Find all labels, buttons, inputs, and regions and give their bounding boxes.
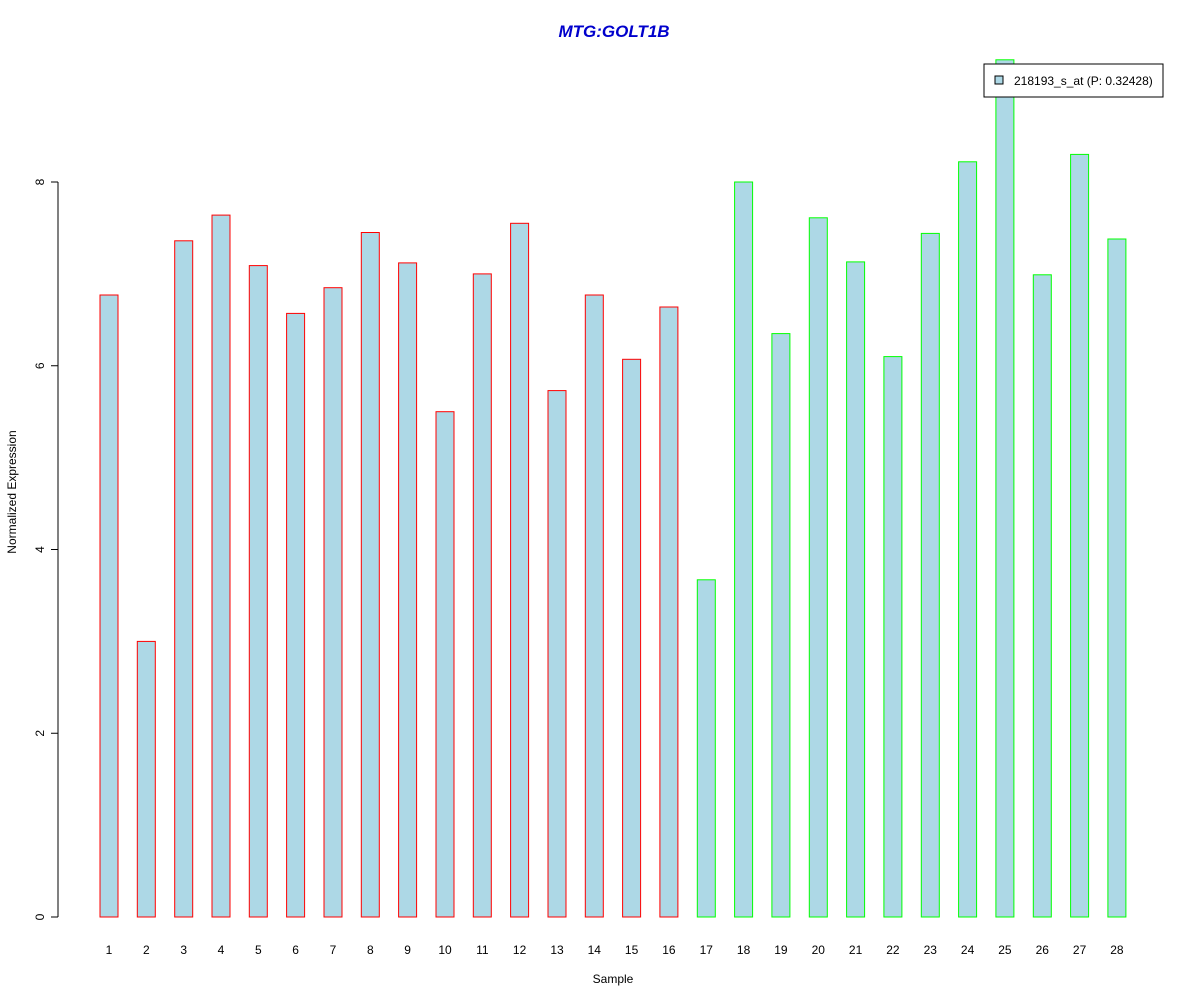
x-tick-label: 24 — [961, 943, 975, 957]
y-axis-label: Normalized Expression — [5, 430, 19, 553]
bars — [99, 59, 1127, 918]
bar — [1032, 274, 1052, 918]
x-tick-label: 21 — [849, 943, 863, 957]
legend-box — [983, 63, 1164, 98]
x-tick-label: 10 — [438, 943, 452, 957]
x-tick-label: 16 — [662, 943, 676, 957]
bar — [958, 161, 978, 918]
x-tick-label: 3 — [180, 943, 187, 957]
bar — [920, 232, 940, 918]
bar — [584, 294, 604, 918]
y-tick-label: 6 — [33, 362, 47, 369]
y-tick-label: 2 — [33, 730, 47, 737]
bar — [510, 222, 530, 918]
x-tick-labels: 1 2 3 4 5 6 7 8 9 10 11 12 13 14 15 16 17 18 19 20 21 22 23 24 2… — [106, 943, 1124, 957]
x-tick-label: 15 — [625, 943, 639, 957]
bar — [995, 59, 1015, 918]
x-tick-label: 12 — [513, 943, 527, 957]
x-tick-label: 1 — [106, 943, 113, 957]
x-tick-label: 27 — [1073, 943, 1087, 957]
x-axis-label: Sample — [593, 972, 634, 986]
bar — [696, 579, 716, 918]
bar — [398, 262, 418, 918]
y-tick-label: 8 — [33, 178, 47, 185]
x-tick-label: 22 — [886, 943, 900, 957]
bar — [883, 356, 903, 918]
y-axis: 0 2 4 6 8 — [33, 178, 59, 920]
bar — [1070, 153, 1090, 918]
legend-swatch — [994, 75, 1004, 85]
x-tick-label: 14 — [588, 943, 602, 957]
x-tick-label: 11 — [476, 943, 489, 957]
bar — [286, 312, 306, 918]
chart-title: MTG:GOLT1B — [558, 22, 669, 41]
bar — [360, 232, 380, 918]
x-tick-label: 9 — [404, 943, 411, 957]
x-tick-label: 25 — [998, 943, 1012, 957]
x-tick-label: 2 — [143, 943, 150, 957]
bar — [435, 411, 455, 918]
x-tick-label: 13 — [550, 943, 564, 957]
x-tick-label: 26 — [1036, 943, 1050, 957]
bar — [211, 214, 231, 918]
bar — [622, 358, 642, 918]
x-tick-label: 20 — [812, 943, 826, 957]
bar — [472, 273, 492, 918]
bar — [174, 240, 194, 918]
bar — [734, 181, 754, 918]
bar — [547, 390, 567, 918]
x-tick-label: 19 — [774, 943, 788, 957]
legend-label: 218193_s_at (P: 0.32428) — [1014, 74, 1153, 88]
x-tick-label: 28 — [1110, 943, 1124, 957]
bar — [808, 217, 828, 918]
bar — [99, 294, 119, 918]
x-tick-label: 5 — [255, 943, 262, 957]
bar — [248, 265, 268, 918]
bar — [846, 261, 866, 918]
bar — [136, 640, 156, 918]
x-tick-label: 18 — [737, 943, 751, 957]
legend: 218193_s_at (P: 0.32428) — [983, 63, 1164, 98]
x-tick-label: 6 — [292, 943, 299, 957]
x-tick-label: 7 — [330, 943, 337, 957]
x-tick-label: 23 — [924, 943, 938, 957]
x-tick-label: 8 — [367, 943, 374, 957]
bar — [771, 333, 791, 918]
bar — [659, 306, 679, 918]
x-tick-label: 17 — [700, 943, 714, 957]
y-tick-label: 4 — [33, 546, 47, 553]
x-tick-label: 4 — [218, 943, 225, 957]
y-tick-label: 0 — [33, 913, 47, 920]
bar — [323, 287, 343, 918]
bar — [1107, 238, 1127, 918]
